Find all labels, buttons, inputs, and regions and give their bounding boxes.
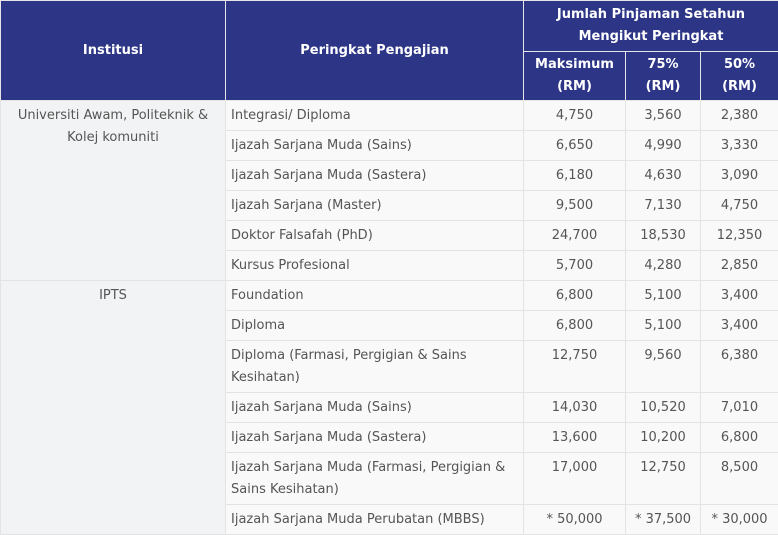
header-institution: Institusi (1, 1, 226, 101)
program-cell: Ijazah Sarjana Muda (Sastera) (226, 423, 524, 453)
p75-cell: 5,100 (626, 311, 701, 341)
max-cell: 9,500 (524, 191, 626, 221)
max-cell: 4,750 (524, 101, 626, 131)
header-75: 75% (RM) (626, 52, 701, 101)
max-cell: * 50,000 (524, 505, 626, 535)
program-cell: Foundation (226, 281, 524, 311)
program-cell: Kursus Profesional (226, 251, 524, 281)
program-cell: Integrasi/ Diploma (226, 101, 524, 131)
max-cell: 17,000 (524, 453, 626, 505)
p50-cell: 6,800 (701, 423, 778, 453)
table-header: Institusi Peringkat Pengajian Jumlah Pin… (1, 1, 778, 101)
table-body: Universiti Awam, Politeknik & Kolej komu… (1, 101, 778, 535)
p75-cell: * 37,500 (626, 505, 701, 535)
table-row: IPTS Foundation 6,800 5,100 3,400 (1, 281, 778, 311)
header-program-level: Peringkat Pengajian (226, 1, 524, 101)
p50-cell: 12,350 (701, 221, 778, 251)
program-cell: Diploma (Farmasi, Pergigian & Sains Kesi… (226, 341, 524, 393)
max-cell: 14,030 (524, 393, 626, 423)
max-cell: 6,800 (524, 311, 626, 341)
header-loan-group: Jumlah Pinjaman Setahun Mengikut Peringk… (524, 1, 778, 52)
p75-cell: 3,560 (626, 101, 701, 131)
p50-cell: 2,380 (701, 101, 778, 131)
max-cell: 13,600 (524, 423, 626, 453)
p75-cell: 9,560 (626, 341, 701, 393)
max-cell: 5,700 (524, 251, 626, 281)
institution-cell: Universiti Awam, Politeknik & Kolej komu… (1, 101, 226, 281)
program-cell: Ijazah Sarjana Muda (Farmasi, Pergigian … (226, 453, 524, 505)
max-cell: 6,800 (524, 281, 626, 311)
program-cell: Ijazah Sarjana Muda (Sains) (226, 393, 524, 423)
p50-cell: 3,090 (701, 161, 778, 191)
p50-cell: 2,850 (701, 251, 778, 281)
p75-cell: 5,100 (626, 281, 701, 311)
p50-cell: 7,010 (701, 393, 778, 423)
program-cell: Ijazah Sarjana (Master) (226, 191, 524, 221)
max-cell: 12,750 (524, 341, 626, 393)
max-cell: 24,700 (524, 221, 626, 251)
program-cell: Ijazah Sarjana Muda Perubatan (MBBS) (226, 505, 524, 535)
institution-cell: IPTS (1, 281, 226, 535)
p50-cell: 3,400 (701, 281, 778, 311)
p75-cell: 12,750 (626, 453, 701, 505)
p50-cell: 4,750 (701, 191, 778, 221)
p50-cell: 6,380 (701, 341, 778, 393)
p75-cell: 4,280 (626, 251, 701, 281)
max-cell: 6,650 (524, 131, 626, 161)
p75-cell: 4,990 (626, 131, 701, 161)
table-row: Universiti Awam, Politeknik & Kolej komu… (1, 101, 778, 131)
program-cell: Ijazah Sarjana Muda (Sastera) (226, 161, 524, 191)
p75-cell: 18,530 (626, 221, 701, 251)
program-cell: Doktor Falsafah (PhD) (226, 221, 524, 251)
p50-cell: 3,330 (701, 131, 778, 161)
header-50: 50% (RM) (701, 52, 778, 101)
p75-cell: 7,130 (626, 191, 701, 221)
p75-cell: 4,630 (626, 161, 701, 191)
program-cell: Ijazah Sarjana Muda (Sains) (226, 131, 524, 161)
p50-cell: 8,500 (701, 453, 778, 505)
max-cell: 6,180 (524, 161, 626, 191)
p75-cell: 10,200 (626, 423, 701, 453)
p50-cell: * 30,000 (701, 505, 778, 535)
program-cell: Diploma (226, 311, 524, 341)
p75-cell: 10,520 (626, 393, 701, 423)
p50-cell: 3,400 (701, 311, 778, 341)
header-max: Maksimum (RM) (524, 52, 626, 101)
